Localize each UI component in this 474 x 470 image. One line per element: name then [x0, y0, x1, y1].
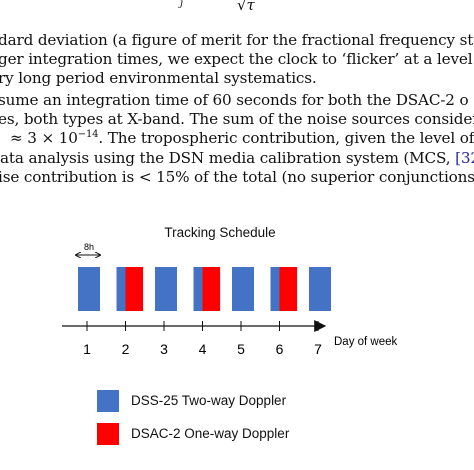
text-line-4: sume an integration time of 60 seconds f… [0, 91, 469, 109]
citation-link[interactable]: [32] [455, 149, 474, 167]
x-tick-label-day-2: 2 [122, 341, 130, 357]
text-line-7: ata analysis using the DSN media calibra… [0, 149, 474, 167]
paper-text-block: j √τ dard deviation (a figure of merit f… [0, 0, 474, 200]
legend-swatch-dss25 [97, 390, 119, 412]
x-tick-label-day-5: 5 [237, 341, 245, 357]
x-tick-label-day-7: 7 [314, 341, 322, 357]
x-tick-label-day-1: 1 [83, 341, 91, 357]
text-line-6: ≈ 3 × 10−14. The tropospheric contributi… [10, 129, 474, 147]
text-line-7-start: ata analysis using the DSN media calibra… [0, 149, 456, 167]
legend-label-dsac2: DSAC-2 One-way Doppler [131, 426, 290, 441]
text-line-6-start: ≈ 3 × 10 [10, 129, 78, 147]
dsac2-bar-day-6 [279, 267, 298, 311]
dss25-bar-day-1 [78, 267, 100, 311]
text-line-3: ry long period environmental systematics… [0, 69, 317, 87]
text-line-5: es, both types at X-band. The sum of the… [0, 110, 474, 128]
tracking-schedule-figure: Tracking Schedule 8h 1 2 3 4 5 6 7 Day of week… [0, 215, 474, 470]
dsac2-bar-day-2 [125, 267, 144, 311]
text-line-1: dard deviation (a figure of merit for th… [0, 31, 474, 49]
dss25-bar-day-5 [232, 267, 254, 311]
figure-title: Tracking Schedule [164, 225, 276, 240]
dss25-bar-day-3 [155, 267, 177, 311]
dss25-bar-day-7 [309, 267, 331, 311]
text-line-2: ger integration times, we expect the clo… [0, 50, 474, 68]
legend-swatch-dsac2 [97, 423, 119, 445]
duration-label: 8h [84, 242, 94, 252]
exponent: −14 [77, 129, 99, 140]
text-line-6-tail: . The tropospheric contribution, given t… [98, 129, 474, 147]
x-tick-label-day-4: 4 [199, 341, 207, 357]
legend-label-dss25: DSS-25 Two-way Doppler [131, 393, 287, 408]
text-line-8: ise contribution is < 15% of the total (… [0, 168, 474, 186]
dsac2-bar-day-4 [202, 267, 221, 311]
x-tick-label-day-3: 3 [160, 341, 168, 357]
formula-sqrt-tau: √τ [235, 0, 257, 14]
schedule-chart: 8h 1 2 3 4 5 6 7 Day of week [62, 242, 398, 357]
x-axis-label: Day of week [334, 336, 398, 348]
formula-subscript: j [180, 0, 184, 9]
x-tick-label-day-6: 6 [276, 341, 284, 357]
formula-fragment: j √τ [180, 0, 257, 14]
